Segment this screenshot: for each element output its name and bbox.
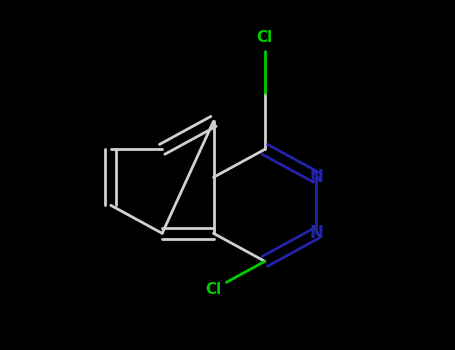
Text: Cl: Cl [205,282,222,297]
Text: Cl: Cl [257,30,273,45]
Text: N: N [309,168,323,186]
Text: N: N [309,224,323,242]
